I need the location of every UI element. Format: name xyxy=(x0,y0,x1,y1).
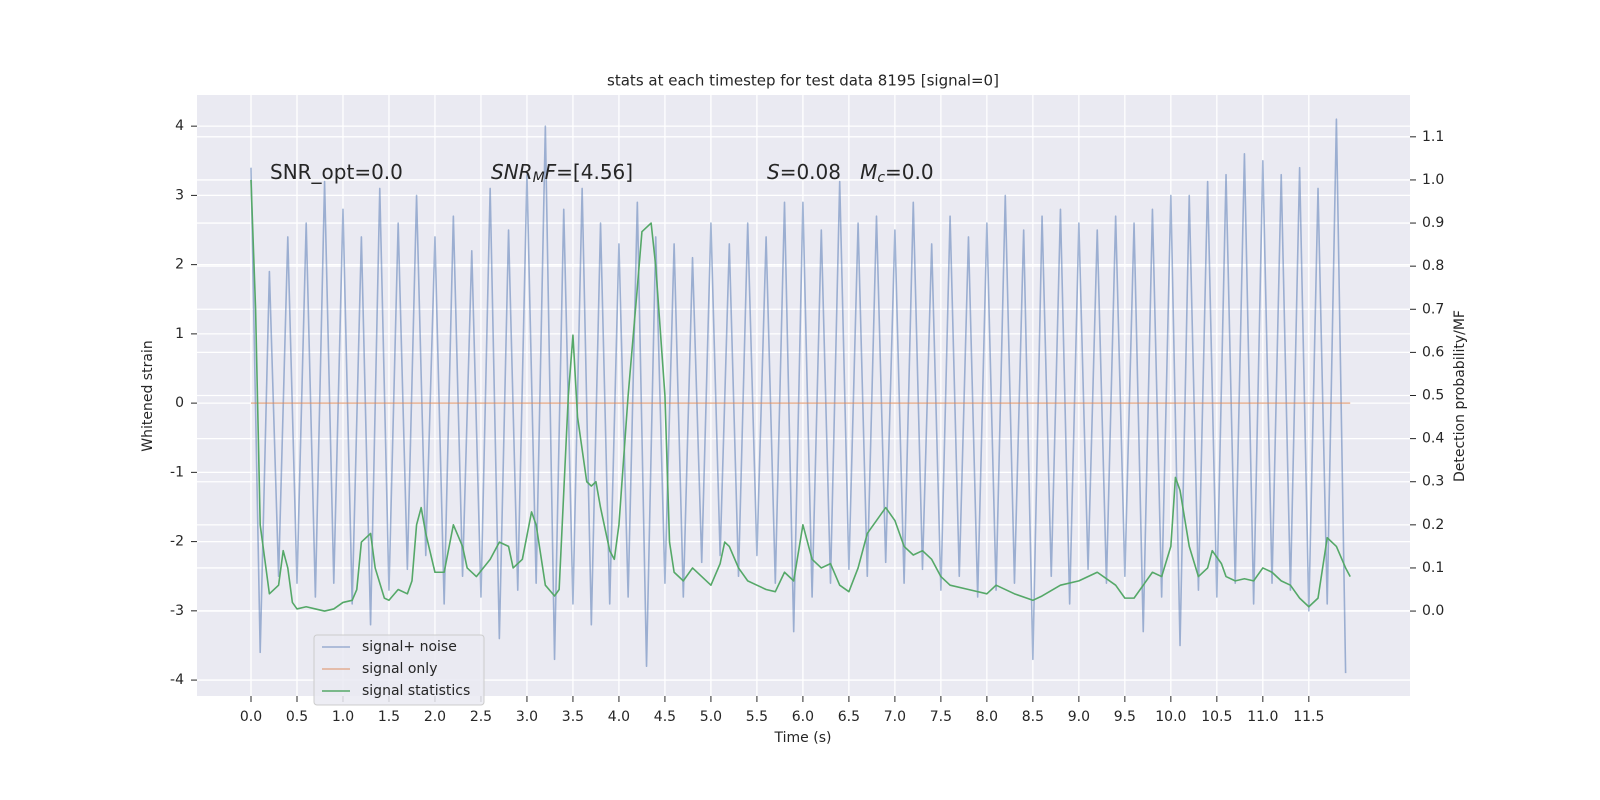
y2-tick-label: 0.9 xyxy=(1422,215,1444,231)
series-line xyxy=(250,118,1347,674)
annotation-part: M xyxy=(533,170,545,186)
x-tick-label: 11.0 xyxy=(1247,709,1278,725)
y2-tick-label: 0.0 xyxy=(1422,603,1444,619)
annotation-part: S xyxy=(767,160,780,184)
x-tick-label: 6.5 xyxy=(838,709,860,725)
x-tick-label: 10.0 xyxy=(1155,709,1186,725)
x-tick-label: 0.0 xyxy=(240,709,262,725)
annotation-part: =[4.56] xyxy=(556,160,633,184)
annotation-part: =0.0 xyxy=(885,160,934,184)
legend-label: signal only xyxy=(362,661,437,677)
legend-label: signal statistics xyxy=(362,683,470,699)
annotation-part: F xyxy=(545,160,557,184)
y2-tick-label: 0.5 xyxy=(1422,388,1444,404)
y2-tick-label: 1.0 xyxy=(1422,172,1444,188)
x-tick-label: 0.5 xyxy=(286,709,308,725)
x-tick-label: 4.5 xyxy=(654,709,676,725)
y-tick-label: -3 xyxy=(170,603,184,619)
y-axis-label: Whitened strain xyxy=(140,340,156,451)
x-tick-label: 7.0 xyxy=(884,709,906,725)
y2-tick-label: 0.3 xyxy=(1422,474,1444,490)
x-tick-label: 9.0 xyxy=(1068,709,1090,725)
x-tick-label: 3.5 xyxy=(562,709,584,725)
y2-tick-label: 0.2 xyxy=(1422,517,1444,533)
annotation-part: c xyxy=(877,170,885,186)
x-tick-label: 2.5 xyxy=(470,709,492,725)
y-tick-label: 4 xyxy=(175,118,184,134)
x-tick-label: 8.0 xyxy=(976,709,998,725)
annotation-part: SNR xyxy=(491,160,533,184)
legend-box xyxy=(313,634,485,706)
x-tick-label: 10.5 xyxy=(1201,709,1232,725)
y-tick-label: -1 xyxy=(170,464,184,480)
y-tick-label: 2 xyxy=(175,257,184,273)
annotation: S=0.08 Mc=0.0 xyxy=(767,160,934,187)
y2-tick-label: 0.1 xyxy=(1422,560,1444,576)
legend-label: signal+ noise xyxy=(362,639,457,655)
y-tick-label: 0 xyxy=(175,395,184,411)
y-tick-label: -4 xyxy=(170,672,184,688)
series-line xyxy=(250,179,1351,612)
y2-axis-label: Detection probability/MF xyxy=(1452,310,1468,482)
x-tick-label: 7.5 xyxy=(930,709,952,725)
x-tick-label: 11.5 xyxy=(1293,709,1324,725)
annotation-part: =0.08 xyxy=(780,160,860,184)
x-tick-label: 9.5 xyxy=(1114,709,1136,725)
x-tick-label: 2.0 xyxy=(424,709,446,725)
annotation-part: SNR_opt=0.0 xyxy=(270,160,403,184)
x-tick-label: 8.5 xyxy=(1022,709,1044,725)
x-tick-label: 5.0 xyxy=(700,709,722,725)
y2-tick-label: 0.4 xyxy=(1422,431,1444,447)
x-tick-label: 1.5 xyxy=(378,709,400,725)
y2-tick-label: 1.1 xyxy=(1422,129,1444,145)
x-axis-label: Time (s) xyxy=(774,730,832,746)
y-tick-label: 1 xyxy=(175,326,184,342)
x-tick-label: 1.0 xyxy=(332,709,354,725)
annotation-part: M xyxy=(860,160,877,184)
chart-title: stats at each timestep for test data 819… xyxy=(607,72,999,90)
y2-tick-label: 0.7 xyxy=(1422,301,1444,317)
x-tick-label: 5.5 xyxy=(746,709,768,725)
annotation: SNR_opt=0.0 xyxy=(270,160,403,184)
x-tick-label: 4.0 xyxy=(608,709,630,725)
y-tick-label: 3 xyxy=(175,187,184,203)
x-tick-label: 3.0 xyxy=(516,709,538,725)
annotation: SNRMF=[4.56] xyxy=(491,160,633,187)
x-tick-label: 6.0 xyxy=(792,709,814,725)
y2-tick-label: 0.6 xyxy=(1422,344,1444,360)
y2-tick-label: 0.8 xyxy=(1422,258,1444,274)
y-tick-label: -2 xyxy=(170,534,184,550)
